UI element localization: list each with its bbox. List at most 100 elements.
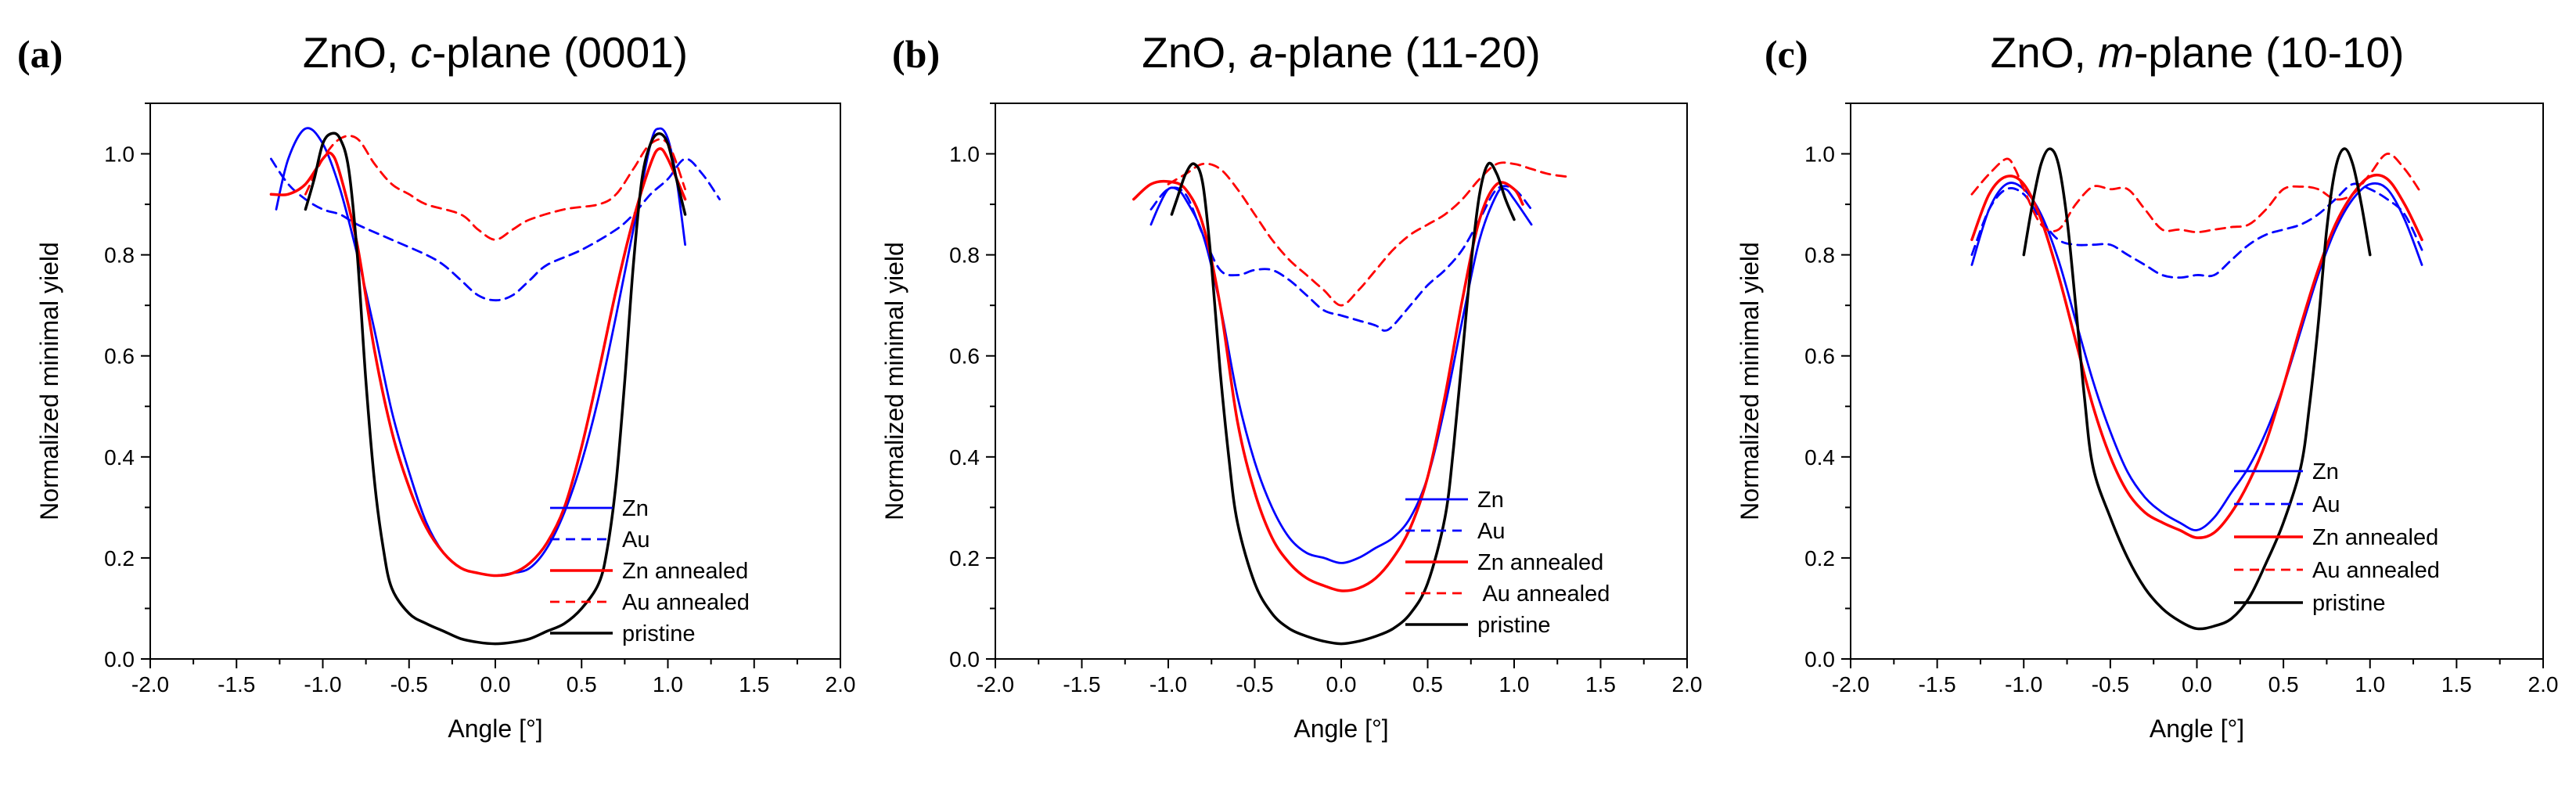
x-axis-label: Angle [°] [1293, 715, 1388, 743]
series-line-pristine [304, 131, 687, 646]
legend-label-zn: Zn [2312, 459, 2339, 484]
series-line-au-annealed [1970, 153, 2423, 233]
chart-title: ZnO, a-plane (11-20) [1142, 28, 1541, 77]
y-tick-label: 1.0 [949, 142, 980, 167]
series-line-au [1149, 185, 1533, 332]
panel-label: (c) [1765, 32, 1808, 76]
x-tick-label: -2.0 [977, 672, 1014, 697]
y-tick-label: 1.0 [104, 142, 135, 167]
x-tick-label: 1.0 [653, 672, 683, 697]
chart-title: ZnO, c-plane (0001) [303, 28, 688, 77]
panel-label: (a) [17, 32, 63, 76]
title-italic: m [2098, 28, 2134, 77]
x-tick-label: -0.5 [390, 672, 428, 697]
x-tick-label: -1.0 [304, 672, 341, 697]
panel-label: (b) [892, 32, 940, 76]
chart-title: ZnO, m-plane (10-10) [1991, 28, 2405, 77]
plot-frame [995, 103, 1688, 660]
title-italic: c [410, 28, 432, 77]
title-suffix: -plane (0001) [432, 28, 688, 77]
legend-label-au-annealed: Au annealed [1477, 581, 1610, 607]
x-tick-label: 0.0 [1326, 672, 1357, 697]
x-tick-label: 0.5 [2268, 672, 2299, 697]
x-tick-label: 1.5 [739, 672, 769, 697]
legend: Zn Au Zn annealed Au annealed pristine [550, 496, 750, 646]
y-axis-label: Normalized minimal yield [35, 242, 63, 520]
legend-label-au: Au [622, 527, 649, 553]
y-tick-label: 0.8 [104, 243, 135, 268]
y-tick-label: 0.4 [949, 445, 980, 470]
x-tick-label: 0.5 [567, 672, 597, 697]
series-line-zn-annealed [1132, 179, 1524, 592]
y-tick-label: 0.8 [949, 243, 980, 268]
series-group [1970, 147, 2423, 631]
x-tick-label: -1.5 [1919, 672, 1956, 697]
series-line-pristine [1170, 161, 1516, 646]
series-line-pristine [2022, 147, 2372, 631]
y-axis-label: Normalized minimal yield [880, 242, 908, 520]
series-line-au-annealed [1167, 161, 1567, 307]
y-tick-label: 0.2 [1804, 546, 1835, 571]
series-line-zn [1149, 186, 1533, 564]
x-tick-label: 1.0 [2355, 672, 2385, 697]
y-tick-label: 0.6 [949, 344, 980, 369]
y-tick-label: 0.8 [1804, 243, 1835, 268]
legend-label-zn: Zn [622, 496, 649, 521]
x-axis-label: Angle [°] [448, 715, 542, 743]
series-line-zn-annealed [1970, 173, 2423, 539]
x-tick-label: -1.0 [1149, 672, 1187, 697]
title-italic: a [1250, 28, 1274, 77]
y-tick-label: 0.0 [104, 647, 135, 671]
y-tick-label: 0.6 [1804, 344, 1835, 369]
x-tick-label: -2.0 [131, 672, 169, 697]
y-tick-label: 0.6 [104, 344, 135, 369]
x-tick-label: 1.0 [1499, 672, 1530, 697]
legend-label-zn-annealed: Zn annealed [1477, 550, 1603, 575]
series-line-au [270, 157, 721, 302]
legend-label-zn: Zn [1477, 488, 1504, 513]
x-tick-label: -2.0 [1832, 672, 1869, 697]
x-tick-label: 1.5 [1585, 672, 1616, 697]
x-tick-label: 2.0 [2528, 672, 2559, 697]
x-tick-label: -1.0 [2005, 672, 2042, 697]
series-group [1132, 161, 1567, 646]
legend: Zn Au Zn annealed Au annealed pristine [2234, 459, 2440, 616]
y-tick-label: 0.2 [949, 546, 980, 571]
y-tick-label: 0.0 [949, 647, 980, 671]
title-prefix: ZnO, [303, 28, 411, 77]
title-prefix: ZnO, [1991, 28, 2099, 77]
y-tick-label: 1.0 [1804, 142, 1835, 167]
x-axis-label: Angle [°] [2150, 715, 2244, 743]
title-suffix: -plane (11-20) [1273, 28, 1540, 77]
y-tick-label: 0.4 [104, 445, 135, 470]
legend-label-au-annealed: Au annealed [622, 590, 750, 615]
y-tick-label: 0.2 [104, 546, 135, 571]
legend-label-pristine: pristine [622, 621, 696, 646]
legend: Zn Au Zn annealed Au annealed pristine [1405, 488, 1610, 638]
legend-label-pristine: pristine [2312, 591, 2386, 616]
y-tick-label: 0.4 [1804, 445, 1835, 470]
x-tick-label: 0.0 [480, 672, 511, 697]
legend-label-zn-annealed: Zn annealed [622, 559, 748, 584]
legend-label-au: Au [2312, 492, 2340, 517]
legend-label-pristine: pristine [1477, 613, 1551, 638]
title-prefix: ZnO, [1142, 28, 1250, 77]
x-tick-label: -0.5 [1236, 672, 1273, 697]
x-tick-label: 0.5 [1412, 672, 1443, 697]
legend-label-zn-annealed: Zn annealed [2312, 525, 2438, 550]
x-tick-label: 2.0 [1672, 672, 1703, 697]
y-tick-label: 0.0 [1804, 647, 1835, 671]
x-tick-label: -1.5 [218, 672, 255, 697]
x-tick-label: -1.5 [1063, 672, 1100, 697]
panel-b: (b) ZnO, a-plane (11-20) -2.0 -1.5 -1.0 -0.5 0… [880, 28, 1702, 743]
title-suffix: -plane (10-10) [2134, 28, 2404, 77]
series-line-au-annealed [304, 135, 686, 241]
x-tick-label: 0.0 [2182, 672, 2212, 697]
panel-c: (c) ZnO, m-plane (10-10) -2.0 -1.5 -1.0 -0.5 0… [1736, 28, 2558, 743]
series-line-zn [1970, 182, 2423, 531]
x-tick-label: 2.0 [826, 672, 856, 697]
panel-a: (a) ZnO, c-plane (0001) -2.0 -1.5 -1.0 -0.5 0.… [17, 28, 855, 743]
legend-label-au: Au [1477, 519, 1505, 544]
series-line-zn-annealed [269, 147, 687, 578]
